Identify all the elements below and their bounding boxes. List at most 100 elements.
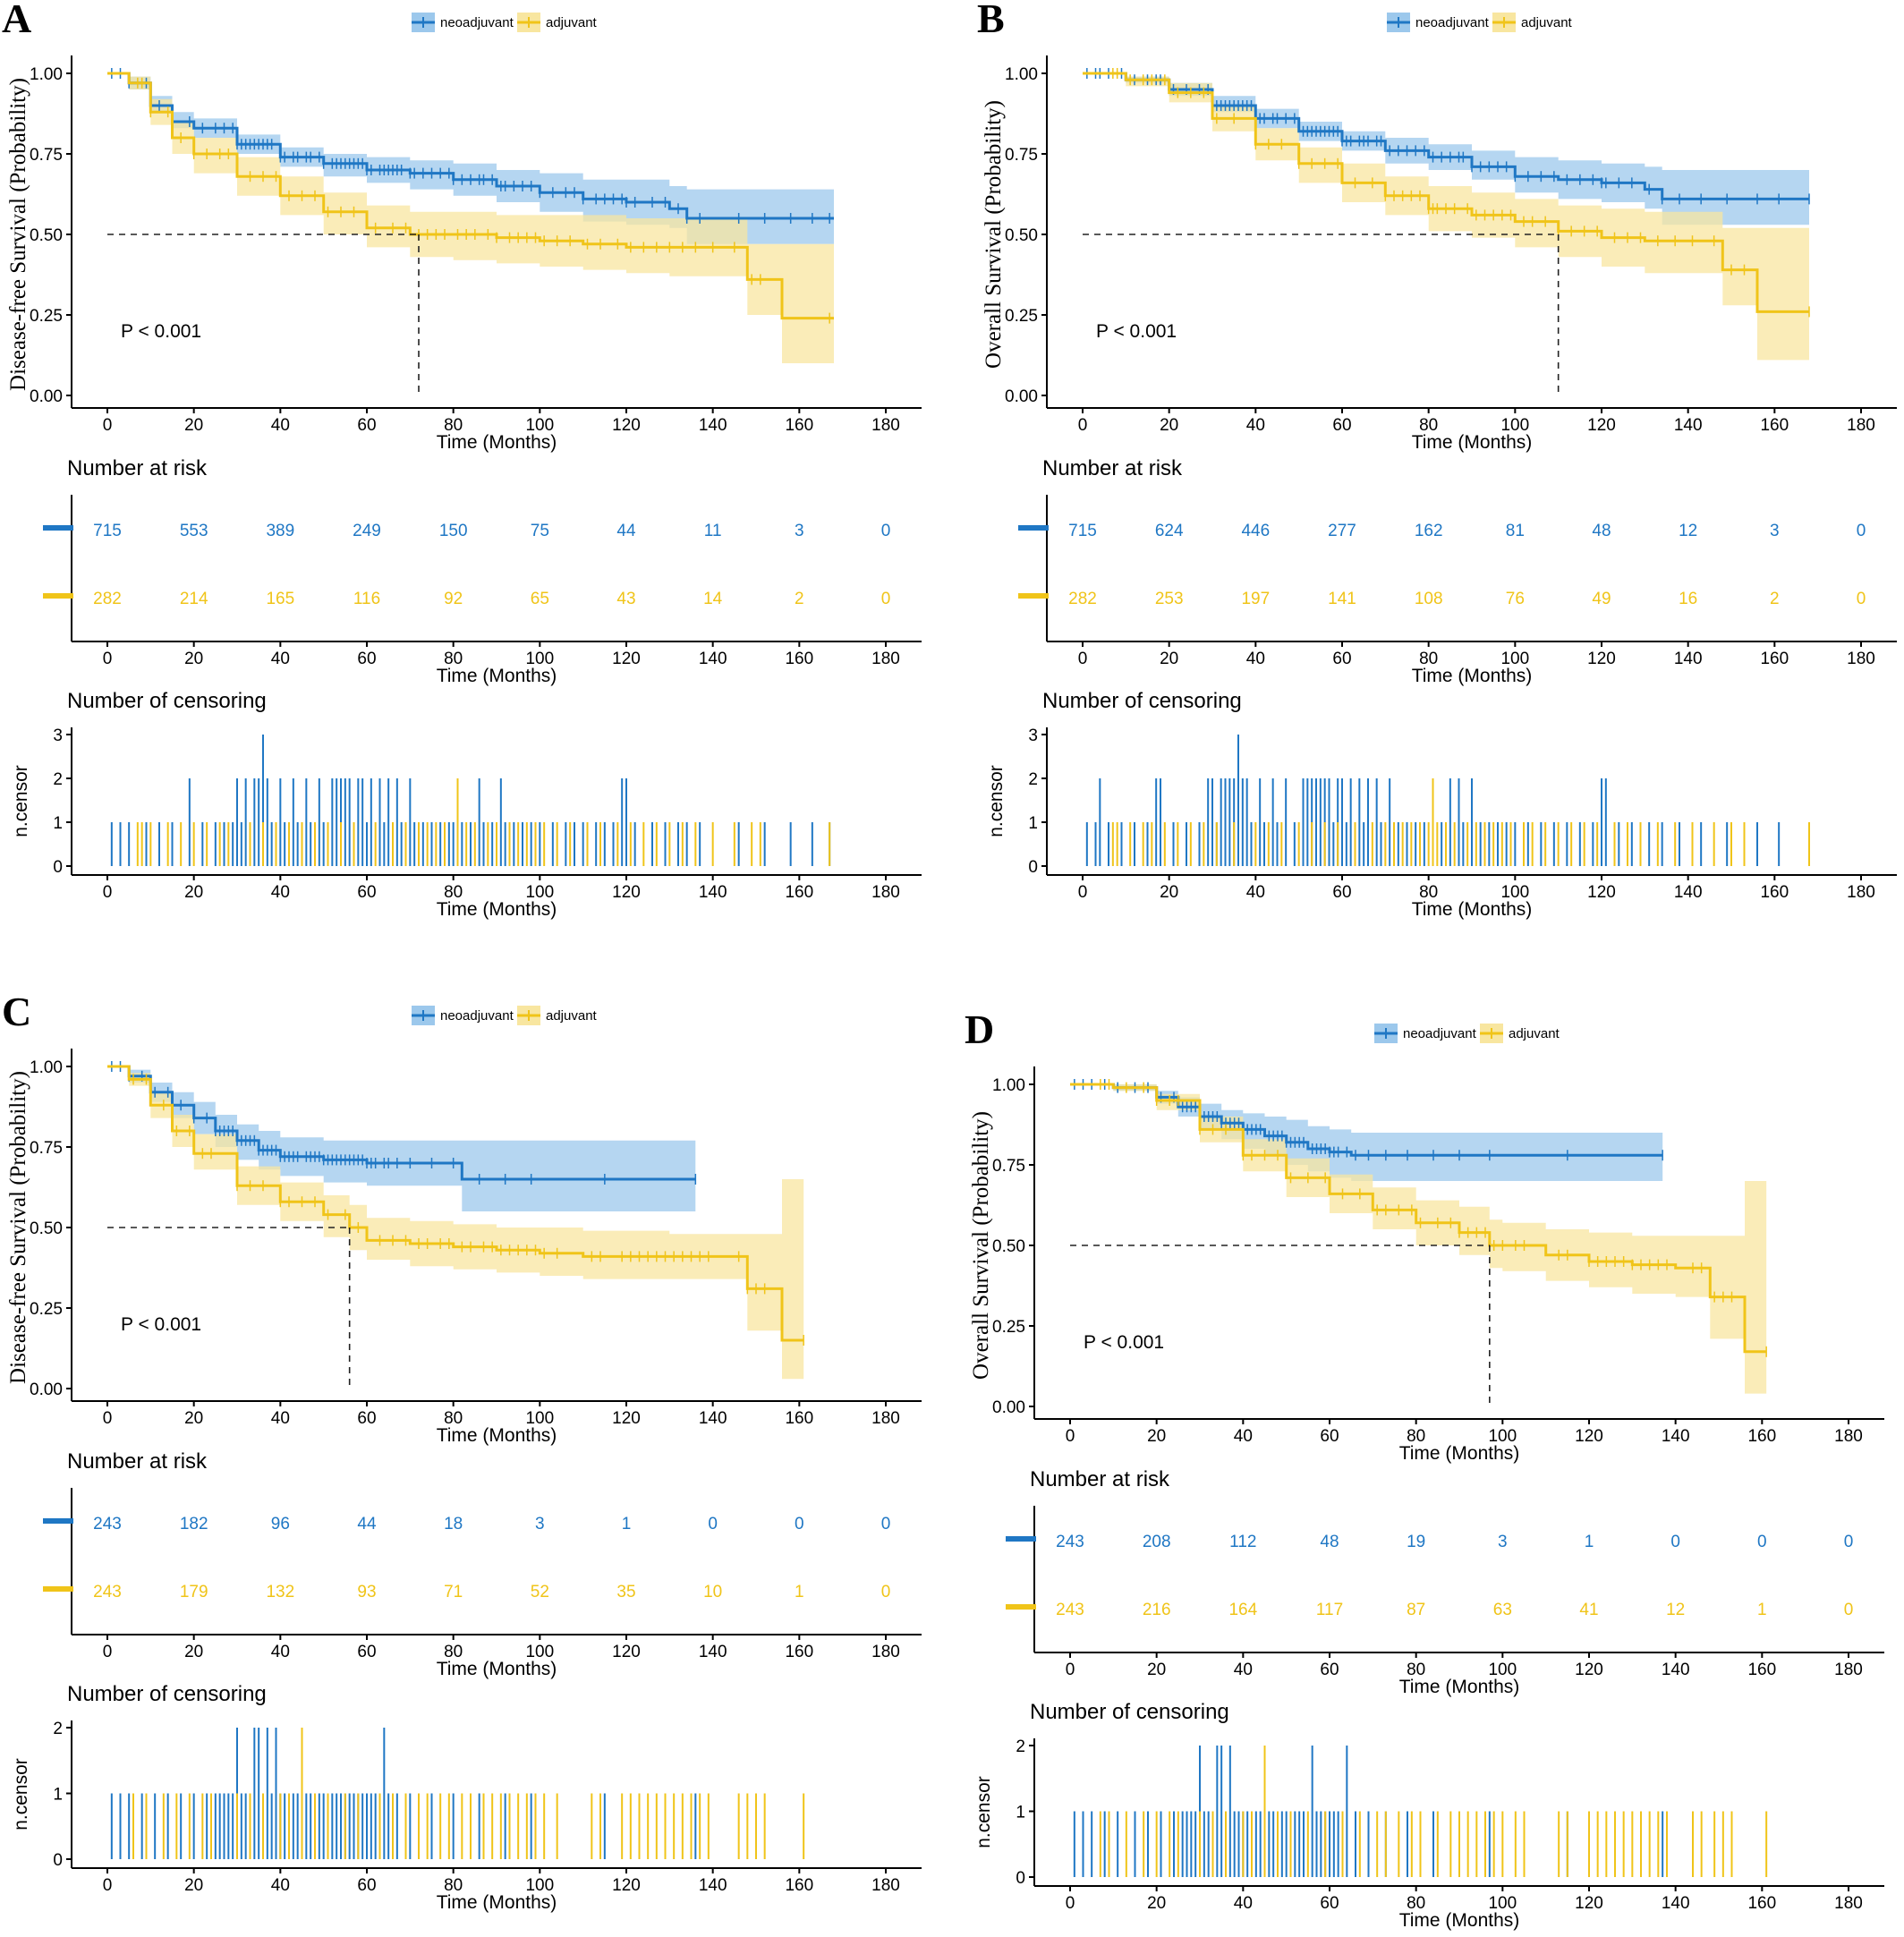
censor-x-tick-label: 0 <box>1078 883 1088 902</box>
censor-bars-neoadjuvant <box>110 1728 697 1859</box>
survival-line-adjuvant <box>1083 72 1809 313</box>
x-tick-label: 100 <box>525 416 554 435</box>
x-tick-label: 180 <box>871 416 900 435</box>
x-tick-label: 140 <box>1662 1427 1690 1446</box>
x-tick-label: 100 <box>525 1409 554 1428</box>
censor-y-axis-title: n.censor <box>973 1776 994 1848</box>
risk-x-tick-label: 100 <box>1500 650 1529 668</box>
censor-marks-adjuvant <box>132 1074 804 1346</box>
risk-count-adjuvant: 12 <box>1666 1601 1685 1619</box>
risk-count-adjuvant: 14 <box>703 590 723 608</box>
censor-x-tick-label: 60 <box>357 1876 376 1895</box>
risk-count-neoadjuvant: 96 <box>271 1515 290 1533</box>
risk-count-neoadjuvant: 162 <box>1415 522 1443 540</box>
censor-bars-adjuvant <box>1111 778 1810 866</box>
censor-bars-neoadjuvant <box>1085 735 1810 866</box>
risk-count-neoadjuvant: 48 <box>1320 1533 1339 1551</box>
y-tick-label: 0.25 <box>30 307 63 326</box>
risk-x-tick-label: 0 <box>1066 1661 1075 1679</box>
survival-line-neoadjuvant <box>1070 1083 1663 1157</box>
risk-x-axis-title: Time (Months) <box>1399 1677 1520 1697</box>
survival-line-adjuvant <box>107 72 834 320</box>
censor-x-tick-label: 100 <box>1500 883 1529 902</box>
risk-count-neoadjuvant: 715 <box>1068 522 1097 540</box>
x-tick-label: 80 <box>444 1409 463 1428</box>
legend-label-adjuvant: adjuvant <box>546 1008 598 1024</box>
p-value: P < 0.001 <box>1084 1332 1164 1353</box>
censor-bars-neoadjuvant <box>110 735 831 866</box>
risk-x-tick-label: 20 <box>1147 1661 1166 1679</box>
censor-title: Number of censoring <box>1030 1700 1229 1724</box>
censor-plot: Number of censoring 0 1 2 3 n.censor 0 20 40 60 80… <box>986 689 1897 920</box>
censor-x-tick-label: 120 <box>612 1876 641 1895</box>
censor-y-tick-label: 2 <box>53 1720 63 1738</box>
risk-count-adjuvant: 243 <box>93 1583 122 1601</box>
x-tick-label: 20 <box>184 1409 203 1428</box>
censor-x-tick-label: 80 <box>1419 883 1438 902</box>
censor-x-axis-title: Time (Months) <box>437 1892 557 1913</box>
y-tick-label: 0.75 <box>30 146 63 165</box>
ci-band-adjuvant <box>1083 73 1809 361</box>
censor-x-axis-title: Time (Months) <box>437 899 557 920</box>
x-tick-label: 60 <box>357 416 376 435</box>
x-tick-label: 120 <box>1587 416 1616 435</box>
risk-title: Number at risk <box>1042 456 1183 480</box>
x-axis-title: Time (Months) <box>1412 432 1533 453</box>
censor-x-tick-label: 0 <box>103 1876 113 1895</box>
censor-plot: Number of censoring 0 1 2 3 n.censor 0 20 40 60 80… <box>11 689 922 920</box>
censor-title: Number of censoring <box>67 1682 267 1706</box>
x-tick-label: 140 <box>1674 416 1703 435</box>
x-tick-label: 140 <box>699 416 727 435</box>
risk-x-tick-label: 60 <box>1320 1661 1339 1679</box>
censor-plot: Number of censoring 0 1 2 n.censor 0 20 40 60 80 1… <box>11 1682 922 1913</box>
censor-x-tick-label: 100 <box>525 883 554 902</box>
censor-x-tick-label: 60 <box>1332 883 1351 902</box>
risk-count-adjuvant: 165 <box>266 590 294 608</box>
risk-x-tick-label: 180 <box>871 1643 900 1661</box>
risk-count-adjuvant: 16 <box>1679 590 1697 608</box>
panel-letter: C <box>2 989 31 1034</box>
risk-title: Number at risk <box>67 1449 208 1474</box>
risk-x-tick-label: 140 <box>699 1643 727 1661</box>
censor-marks-neoadjuvant <box>111 1061 697 1185</box>
censor-bars-adjuvant <box>136 778 831 866</box>
risk-count-neoadjuvant: 11 <box>704 522 722 540</box>
y-tick-label: 0.00 <box>992 1398 1025 1417</box>
censor-x-tick-label: 120 <box>1575 1894 1603 1913</box>
censor-x-tick-label: 120 <box>612 883 641 902</box>
risk-x-tick-label: 60 <box>1332 650 1351 668</box>
legend-label-neoadjuvant: neoadjuvant <box>1415 15 1490 30</box>
censor-x-tick-label: 20 <box>184 1876 203 1895</box>
ci-band-neoadjuvant <box>1070 1084 1663 1181</box>
censor-y-tick-label: 2 <box>1028 770 1038 789</box>
risk-title: Number at risk <box>1030 1467 1170 1491</box>
risk-x-tick-label: 0 <box>1078 650 1088 668</box>
risk-x-tick-label: 80 <box>1419 650 1438 668</box>
censor-bars-adjuvant <box>1099 1746 1768 1877</box>
x-tick-label: 0 <box>103 416 113 435</box>
risk-x-tick-label: 40 <box>1246 650 1265 668</box>
censor-y-tick-label: 0 <box>53 1851 63 1870</box>
censor-y-axis-title: n.censor <box>11 765 31 837</box>
risk-count-adjuvant: 87 <box>1407 1601 1425 1619</box>
censor-y-tick-label: 2 <box>53 770 63 789</box>
risk-count-adjuvant: 35 <box>616 1583 635 1601</box>
censor-y-tick-label: 0 <box>1016 1869 1025 1888</box>
risk-x-tick-label: 160 <box>785 1643 813 1661</box>
x-tick-label: 40 <box>271 416 290 435</box>
risk-count-neoadjuvant: 3 <box>1770 522 1780 540</box>
risk-x-tick-label: 160 <box>785 650 813 668</box>
censor-x-tick-label: 140 <box>699 883 727 902</box>
risk-table: Number at risk71528206242532044619740277… <box>1018 456 1897 686</box>
risk-x-tick-label: 120 <box>612 1643 641 1661</box>
censor-y-axis-title: n.censor <box>986 765 1007 837</box>
risk-count-neoadjuvant: 3 <box>795 522 804 540</box>
risk-count-neoadjuvant: 553 <box>180 522 208 540</box>
risk-count-adjuvant: 1 <box>1757 1601 1767 1619</box>
censor-x-tick-label: 0 <box>103 883 113 902</box>
risk-count-neoadjuvant: 0 <box>1757 1533 1767 1551</box>
y-axis-title: Disease-free Survival (Probability) <box>6 1071 30 1384</box>
censor-x-tick-label: 20 <box>184 883 203 902</box>
censor-y-tick-label: 1 <box>53 814 63 833</box>
